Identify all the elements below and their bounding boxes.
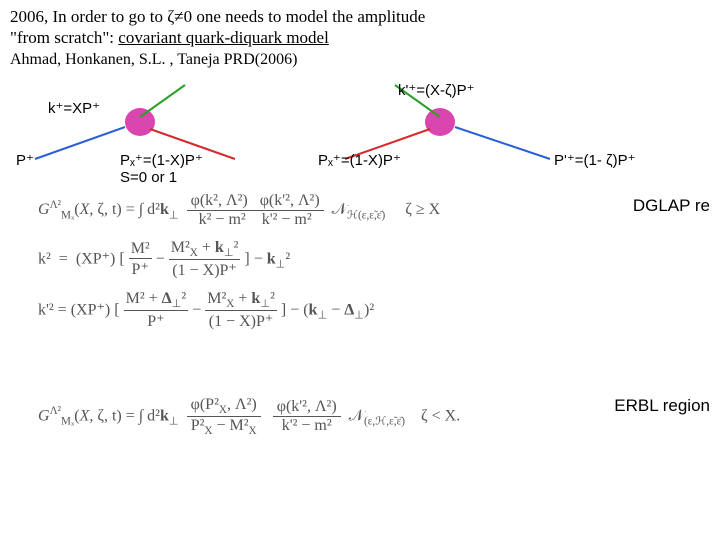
vertex-right — [425, 108, 455, 136]
vertex-left — [125, 108, 155, 136]
erbl-block: ERBL region GΛ²Mₓ(X, ζ, t) = ∫ d²k⊥ φ(P²… — [10, 396, 710, 466]
title-line1: 2006, In order to go to ζ≠0 one needs to… — [10, 7, 425, 26]
title-line2b: covariant quark-diquark model — [118, 28, 329, 47]
kprime-label: k'⁺=(X-ζ)P⁺ — [398, 81, 475, 99]
formula-G: GΛ²Mₓ(X, ζ, t) = ∫ d²k⊥ φ(k², Λ²) φ(k'²,… — [38, 192, 710, 229]
citation: Ahmad, Honkanen, S.L. , Taneja PRD(2006) — [10, 51, 710, 69]
dglap-block: DGLAP re GΛ²Mₓ(X, ζ, t) = ∫ d²k⊥ φ(k², Λ… — [10, 192, 710, 372]
erbl-label: ERBL region — [614, 396, 710, 416]
k-plus-label: k⁺=XP⁺ — [48, 99, 100, 117]
PX-right-label: Pₓ⁺=(1-X)P⁺ — [318, 151, 401, 169]
P-plus-label: P⁺ — [16, 151, 34, 169]
formula-G-erbl: GΛ²Mₓ(X, ζ, t) = ∫ d²k⊥ φ(P²X, Λ²) P²X −… — [38, 396, 710, 437]
formula-kprime2: k'² = (XP⁺) [ M² + Δ⊥² P⁺ − M²X + k⊥² (1… — [38, 290, 710, 331]
dglap-label: DGLAP re — [633, 196, 710, 216]
formula-k2: k² = (XP⁺) [ M² P⁺ − M²X + k⊥² (1 − X)P⁺… — [38, 239, 710, 280]
diagram-svg — [10, 77, 710, 192]
diagram: k⁺=XP⁺ k'⁺=(X-ζ)P⁺ P⁺ Pₓ⁺=(1-X)P⁺ S=0 or… — [10, 77, 710, 192]
title-line2a: "from scratch": — [10, 28, 118, 47]
title: 2006, In order to go to ζ≠0 one needs to… — [10, 6, 710, 49]
PX-left-label: Pₓ⁺=(1-X)P⁺ — [120, 151, 203, 169]
Pprime-label: P'⁺=(1- ζ)P⁺ — [554, 151, 636, 169]
S-eq-label: S=0 or 1 — [120, 169, 177, 186]
